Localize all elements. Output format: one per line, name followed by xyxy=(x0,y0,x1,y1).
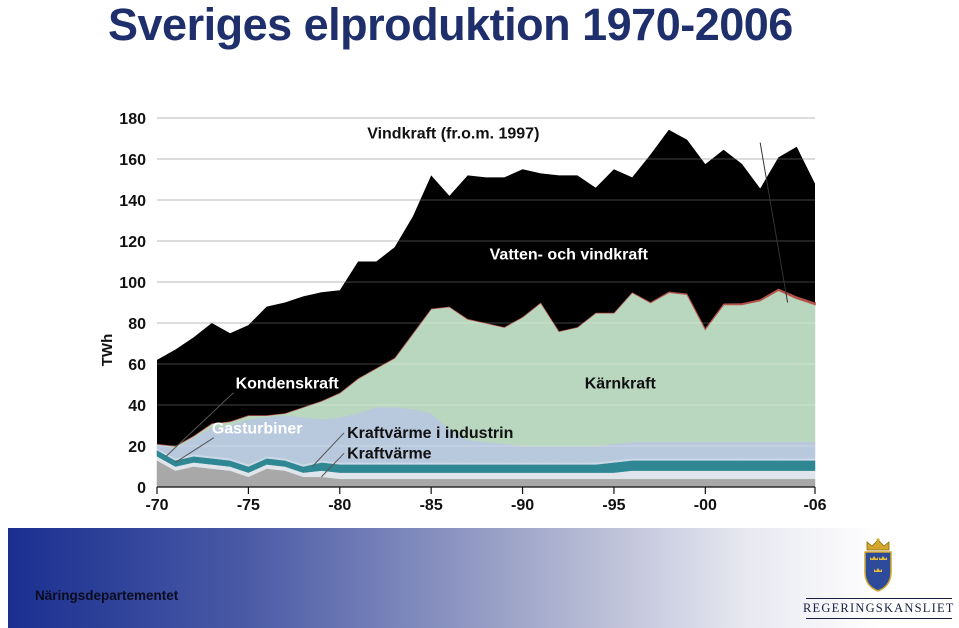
logo-rule-bottom xyxy=(806,618,952,619)
x-tick-label: -85 xyxy=(420,497,443,514)
x-tick-label: -95 xyxy=(602,497,625,514)
annotation-leader xyxy=(321,452,345,478)
annotation-label: Vindkraft (fr.o.m. 1997) xyxy=(367,126,539,143)
annotation-leader xyxy=(311,432,345,467)
y-tick-label: 180 xyxy=(119,111,146,128)
y-tick-label: 0 xyxy=(137,480,146,497)
annotation-label: Gasturbiner xyxy=(212,421,303,438)
annotations: Vindkraft (fr.o.m. 1997) Vatten- och vind… xyxy=(165,126,789,478)
footer-bar: Näringsdepartementet REGERINGSKANSLIET xyxy=(8,528,959,628)
crown-shield-three-crowns-icon xyxy=(864,538,892,592)
logo-rule-top xyxy=(806,598,952,599)
annotation-label: Kärnkraft xyxy=(585,376,657,393)
y-tick-label: 160 xyxy=(119,152,146,169)
y-tick-label: 80 xyxy=(128,316,146,333)
tick-labels: 0 20 40 60 80 100 120 140 160 180 -70 -75 -80 -85 -90 -… xyxy=(119,111,826,514)
y-tick-label: 140 xyxy=(119,193,146,210)
annotation-label: Kondenskraft xyxy=(236,376,340,393)
y-tick-label: 100 xyxy=(119,275,146,292)
y-tick-label: 60 xyxy=(128,357,146,374)
page-title: Sveriges elproduktion 1970-2006 xyxy=(108,0,793,50)
x-tick-label: -90 xyxy=(511,497,534,514)
y-tick-label: 120 xyxy=(119,234,146,251)
y-tick-label: 20 xyxy=(128,439,146,456)
area-vatten xyxy=(157,129,815,446)
area-series xyxy=(156,129,816,488)
annotation-label: Kraftvärme xyxy=(347,445,432,462)
annotation-leader xyxy=(165,392,234,457)
annotation-leader xyxy=(175,437,215,463)
regeringskansliet-logo: REGERINGSKANSLIET xyxy=(798,538,958,620)
gridlines-over xyxy=(157,117,815,447)
x-tick-label: -75 xyxy=(237,497,260,514)
x-tick-label: -70 xyxy=(145,497,168,514)
annotation-label: Kraftvärme i industrin xyxy=(347,425,513,442)
annotation-label: Vatten- och vindkraft xyxy=(490,246,649,263)
y-axis-label: TWh xyxy=(99,334,116,366)
x-tick-label: -06 xyxy=(803,497,826,514)
logo-wordmark: REGERINGSKANSLIET xyxy=(803,601,955,615)
x-tick-label: -00 xyxy=(694,497,717,514)
annotation-leader xyxy=(759,142,789,303)
department-name: Näringsdepartementet xyxy=(35,588,179,603)
x-tick-label: -80 xyxy=(328,497,351,514)
y-tick-label: 40 xyxy=(128,398,146,415)
